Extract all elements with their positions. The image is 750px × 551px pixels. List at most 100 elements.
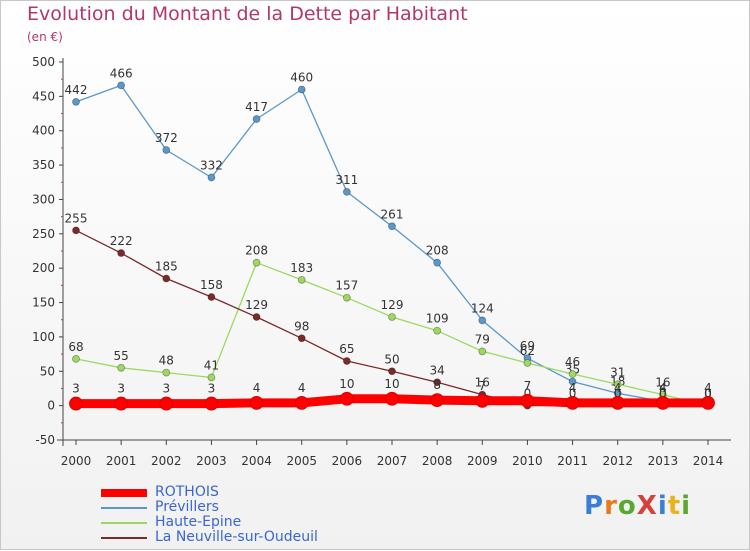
data-label: 460 — [290, 70, 313, 84]
data-point — [252, 258, 261, 267]
data-point — [655, 395, 670, 410]
data-label: 332 — [200, 158, 223, 172]
data-point — [69, 396, 83, 411]
data-label: 0 — [524, 387, 532, 401]
x-tick-label: 2003 — [196, 454, 227, 468]
data-point — [433, 326, 442, 335]
data-label: 208 — [245, 244, 268, 258]
legend-label: Prévillers — [155, 499, 219, 515]
data-label: 0 — [704, 387, 712, 401]
data-point — [388, 313, 396, 321]
data-label: 255 — [65, 211, 88, 225]
x-tick-label: 2008 — [422, 454, 453, 468]
x-tick-label: 2000 — [61, 454, 92, 468]
data-label: 7 — [478, 379, 486, 393]
data-label: 10 — [384, 377, 399, 391]
y-tick-label: 300 — [32, 192, 55, 206]
data-point — [568, 377, 577, 386]
data-point — [339, 391, 354, 406]
chart-legend: ROTHOIS Prévillers Haute-Epine La Neuville-… — [101, 485, 318, 545]
data-label: 65 — [339, 342, 354, 356]
data-label: 68 — [68, 340, 83, 354]
data-label: 4 — [704, 381, 712, 395]
data-point — [388, 222, 396, 231]
data-label: 185 — [155, 259, 178, 273]
y-tick-label: 250 — [32, 227, 55, 241]
x-tick-label: 2007 — [377, 454, 408, 468]
data-point — [520, 393, 535, 408]
data-label: 4 — [614, 381, 622, 395]
data-point — [433, 378, 442, 387]
data-label: 98 — [294, 319, 309, 333]
legend-label: ROTHOIS — [155, 484, 219, 500]
legend-label: La Neuville-sur-Oudeuil — [155, 529, 318, 545]
data-point — [342, 187, 351, 196]
chart-title: Evolution du Montant de la Dette par Hab… — [27, 3, 468, 25]
data-point — [610, 395, 625, 410]
data-label: 62 — [520, 344, 535, 358]
data-label: 34 — [430, 363, 445, 377]
data-label: 311 — [335, 173, 358, 187]
data-label: 55 — [114, 349, 129, 363]
legend-label: Haute-Epine — [155, 514, 242, 530]
data-point — [565, 395, 580, 410]
data-label: 16 — [655, 376, 670, 390]
data-point — [252, 313, 261, 321]
data-label: 157 — [335, 279, 358, 293]
legend-item: ROTHOIS — [101, 485, 318, 500]
y-tick-label: 50 — [40, 364, 55, 378]
legend-item: Haute-Epine — [101, 515, 318, 530]
data-label: 208 — [426, 244, 449, 258]
data-point — [117, 249, 126, 257]
data-label: 0 — [614, 387, 622, 401]
data-label: 48 — [159, 354, 174, 368]
data-label: 261 — [381, 207, 404, 221]
x-tick-label: 2012 — [602, 454, 633, 468]
y-tick-label: -50 — [35, 433, 55, 447]
data-label: 10 — [339, 377, 354, 391]
data-point — [297, 275, 306, 284]
legend-swatch — [101, 521, 147, 524]
data-point — [523, 359, 532, 367]
data-point — [478, 347, 487, 356]
data-label: 129 — [245, 298, 268, 312]
legend-swatch — [101, 506, 147, 509]
data-label: 4 — [569, 381, 577, 395]
data-label: 158 — [200, 278, 223, 292]
data-label: 3 — [208, 382, 216, 396]
data-label: 417 — [245, 100, 268, 114]
data-point — [294, 395, 309, 410]
x-tick-label: 2011 — [557, 454, 588, 468]
data-point — [162, 368, 171, 377]
data-point — [430, 393, 445, 408]
data-point — [114, 396, 129, 411]
data-point — [613, 380, 622, 389]
data-point — [162, 146, 171, 154]
data-point — [568, 370, 577, 378]
data-label: 46 — [565, 355, 580, 369]
legend-item: Prévillers — [101, 500, 318, 515]
data-point — [72, 226, 80, 235]
y-tick-label: 200 — [32, 261, 55, 275]
data-point — [207, 373, 216, 382]
proxiti-logo: ProXiti — [584, 491, 692, 521]
x-tick-label: 2014 — [693, 454, 724, 468]
x-tick-label: 2009 — [467, 454, 498, 468]
x-tick-label: 2013 — [648, 454, 679, 468]
data-label: 79 — [475, 332, 490, 346]
data-label: 0 — [569, 387, 577, 401]
data-point — [207, 173, 216, 182]
y-tick-label: 500 — [32, 55, 55, 69]
data-label: 16 — [475, 376, 490, 390]
data-point — [207, 293, 216, 301]
data-label: 3 — [162, 382, 170, 396]
legend-swatch — [101, 488, 147, 497]
data-label: 0 — [704, 387, 712, 401]
data-point — [478, 316, 487, 325]
x-tick-label: 2010 — [512, 454, 543, 468]
data-point — [385, 391, 399, 406]
data-point — [249, 395, 264, 410]
data-label: 6 — [659, 383, 667, 397]
legend-swatch — [101, 536, 147, 539]
